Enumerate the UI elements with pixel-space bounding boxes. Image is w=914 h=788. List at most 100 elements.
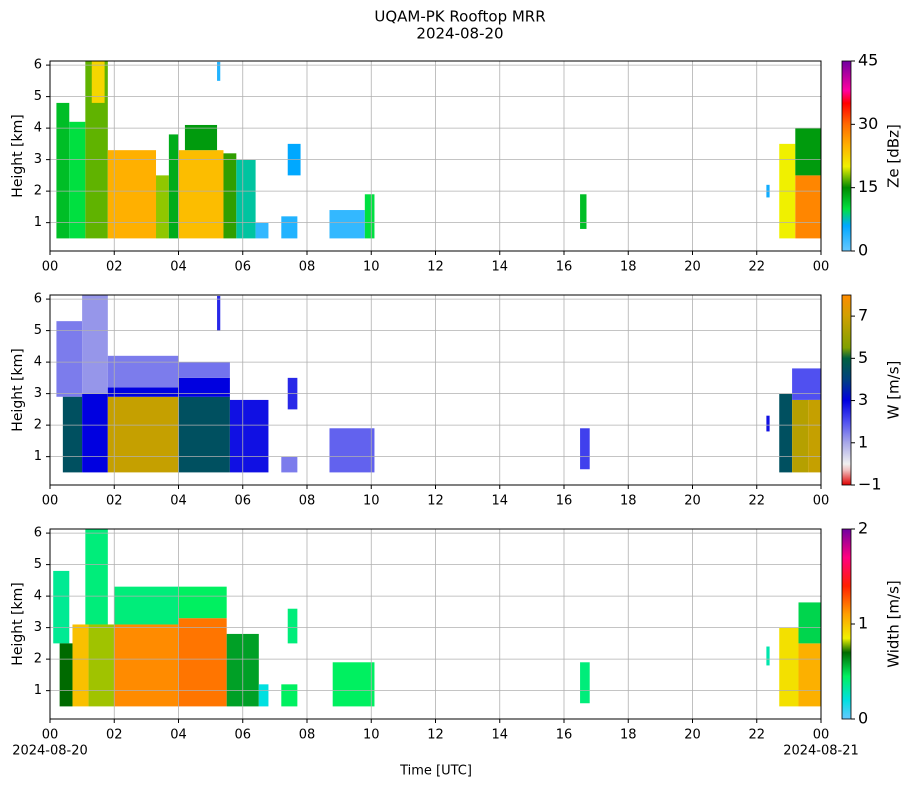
x-tick-label: 22: [748, 494, 765, 509]
echo-cell: [217, 61, 221, 81]
colorbar-tick-label: 30: [858, 114, 878, 133]
colorbar-tick-label: 0: [858, 709, 868, 728]
echo-cell: [792, 399, 809, 473]
echo-cell: [56, 102, 70, 239]
echo-cell: [178, 586, 227, 619]
echo-cell: [184, 124, 218, 151]
y-tick-label: 6: [34, 58, 42, 73]
echo-cell: [779, 627, 799, 707]
echo-cell: [82, 295, 108, 394]
echo-cell: [168, 134, 179, 239]
y-tick-label: 3: [34, 152, 42, 167]
echo-cell: [332, 662, 375, 707]
echo-cell: [85, 61, 108, 239]
x-tick-label: 04: [170, 260, 187, 275]
y-tick-label: 1: [34, 215, 42, 230]
echo-cell: [229, 399, 269, 473]
echo-cell: [53, 570, 70, 644]
x-tick-label: 04: [170, 494, 187, 509]
y-tick-label: 6: [34, 526, 42, 541]
colorbar-tick-label: 15: [858, 177, 878, 196]
colorbar: [841, 528, 852, 720]
x-tick-label: 02: [106, 728, 123, 743]
x-tick-label: 14: [491, 260, 508, 275]
echo-cell: [258, 684, 269, 707]
echo-cell: [107, 396, 179, 473]
echo-cell: [766, 646, 770, 666]
x-tick-label: 18: [620, 728, 637, 743]
x-tick-label: 10: [363, 494, 380, 509]
echo-cell: [255, 222, 269, 239]
x-tick-label: 00: [42, 260, 59, 275]
echo-cell: [808, 399, 821, 473]
y-tick-label: 2: [34, 652, 42, 667]
colorbar-tick-label: 45: [858, 51, 878, 70]
y-tick-label: 5: [34, 323, 42, 338]
y-axis-label: Height [km]: [10, 348, 26, 431]
echo-cell: [766, 415, 770, 432]
x-tick-label: 08: [299, 728, 316, 743]
echo-cell: [72, 624, 89, 707]
x-tick-label: 08: [299, 260, 316, 275]
chart-subtitle: 2024-08-20: [416, 25, 503, 43]
echo-cell: [114, 624, 179, 707]
colorbar-tick-label: 3: [858, 390, 868, 409]
echo-cell: [178, 396, 230, 473]
colorbar-tick-label: −1: [858, 475, 882, 494]
x-tick-label: 22: [748, 728, 765, 743]
x-tick-label: 00: [813, 728, 830, 743]
plot-area: [56, 295, 821, 473]
echo-cell: [69, 121, 86, 239]
x-tick-label: 00: [42, 494, 59, 509]
echo-cell: [178, 362, 230, 378]
x-tick-label: 02: [106, 494, 123, 509]
y-axis-label: Height [km]: [10, 582, 26, 665]
echo-cell: [580, 194, 587, 229]
echo-cell: [114, 586, 179, 625]
colorbar-tick-label: 0: [858, 241, 868, 260]
x-tick-label: 10: [363, 260, 380, 275]
y-tick-label: 3: [34, 620, 42, 635]
echo-cell: [236, 159, 256, 239]
echo-cell: [107, 387, 179, 397]
x-tick-label: 08: [299, 494, 316, 509]
echo-cell: [329, 428, 375, 473]
y-tick-label: 5: [34, 89, 42, 104]
x-tick-label: 20: [684, 260, 701, 275]
x-tick-label: 16: [556, 260, 573, 275]
echo-cell: [88, 624, 115, 707]
echo-cell: [107, 150, 157, 239]
colorbar: [841, 294, 852, 486]
echo-cell: [85, 529, 108, 625]
echo-cell: [580, 662, 590, 704]
echo-cell: [281, 456, 298, 473]
echo-cell: [156, 175, 169, 239]
plot-area: [53, 529, 821, 707]
y-tick-label: 2: [34, 418, 42, 433]
date-annotation: 2024-08-20: [12, 744, 88, 759]
x-axis-label: Time [UTC]: [399, 764, 472, 779]
echo-cell: [91, 61, 105, 103]
x-tick-label: 12: [427, 260, 444, 275]
x-tick-label: 00: [813, 260, 830, 275]
y-tick-label: 4: [34, 121, 42, 136]
axes-frame: [49, 60, 822, 252]
colorbar-tick-label: 1: [858, 432, 868, 451]
chart-title: UQAM-PK Rooftop MRR: [374, 8, 545, 26]
x-tick-label: 00: [813, 494, 830, 509]
colorbar-label: Width [m/s]: [885, 580, 903, 668]
x-tick-label: 20: [684, 494, 701, 509]
x-tick-label: 10: [363, 728, 380, 743]
echo-cell: [281, 684, 298, 707]
y-tick-label: 4: [34, 589, 42, 604]
echo-cell: [178, 377, 230, 397]
y-tick-label: 3: [34, 386, 42, 401]
x-tick-label: 18: [620, 494, 637, 509]
x-tick-label: 06: [234, 260, 251, 275]
echo-cell: [287, 608, 298, 644]
colorbar-tick-label: 5: [858, 348, 868, 367]
x-tick-label: 04: [170, 728, 187, 743]
axes-frame: [49, 294, 822, 486]
echo-cell: [580, 428, 590, 470]
